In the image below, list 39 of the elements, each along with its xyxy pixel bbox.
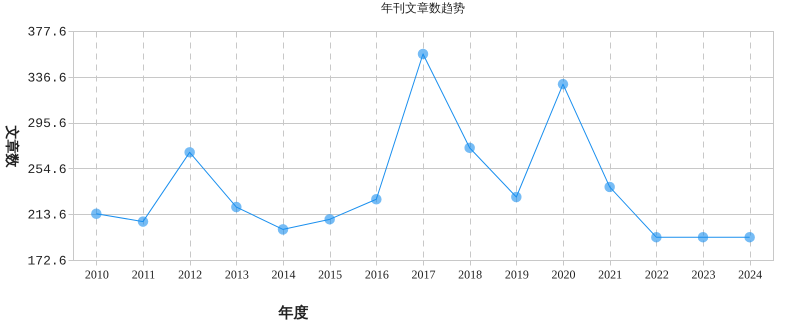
y-axis-title: 文章数 bbox=[4, 124, 20, 168]
point bbox=[464, 142, 475, 154]
x-tick-label: 2024 bbox=[738, 268, 762, 282]
point bbox=[91, 208, 102, 219]
x-tick-label: 2012 bbox=[178, 268, 202, 282]
y-tick-label: 336.6 bbox=[27, 70, 66, 86]
x-tick-label: 2022 bbox=[644, 268, 669, 282]
x-axis-title: 年度 bbox=[278, 304, 308, 322]
point bbox=[744, 232, 755, 242]
point bbox=[324, 214, 335, 225]
point bbox=[231, 202, 242, 212]
x-tick-label: 2021 bbox=[598, 268, 622, 282]
point bbox=[511, 192, 522, 202]
x-tick-label: 2014 bbox=[272, 268, 296, 282]
x-tick-label: 2011 bbox=[132, 268, 156, 282]
y-tick-label: 254.6 bbox=[27, 162, 66, 177]
point bbox=[698, 232, 708, 242]
point bbox=[278, 224, 288, 235]
x-tick-label: 2010 bbox=[84, 268, 109, 282]
x-tick-label: 2023 bbox=[692, 268, 716, 282]
x-tick-label: 2015 bbox=[318, 268, 342, 282]
chart-title: 年刊文章数趋势 bbox=[381, 1, 465, 15]
x-tick-label: 2020 bbox=[552, 268, 576, 282]
x-tick-label: 2017 bbox=[412, 268, 436, 282]
x-tick-label: 2013 bbox=[224, 268, 249, 282]
point bbox=[418, 48, 428, 60]
point bbox=[558, 78, 568, 90]
x-tick-label: 2016 bbox=[364, 268, 389, 282]
y-tick-label: 295.6 bbox=[27, 116, 66, 132]
point bbox=[604, 182, 615, 192]
y-tick-label: 172.6 bbox=[27, 254, 66, 268]
x-tick-label: 2019 bbox=[504, 268, 529, 282]
y-tick-label: 377.6 bbox=[27, 24, 66, 40]
point bbox=[184, 147, 195, 158]
point bbox=[651, 232, 662, 242]
point bbox=[371, 194, 382, 204]
point bbox=[138, 216, 148, 227]
x-tick-label: 2018 bbox=[458, 268, 482, 282]
y-tick-label: 213.6 bbox=[27, 208, 66, 223]
